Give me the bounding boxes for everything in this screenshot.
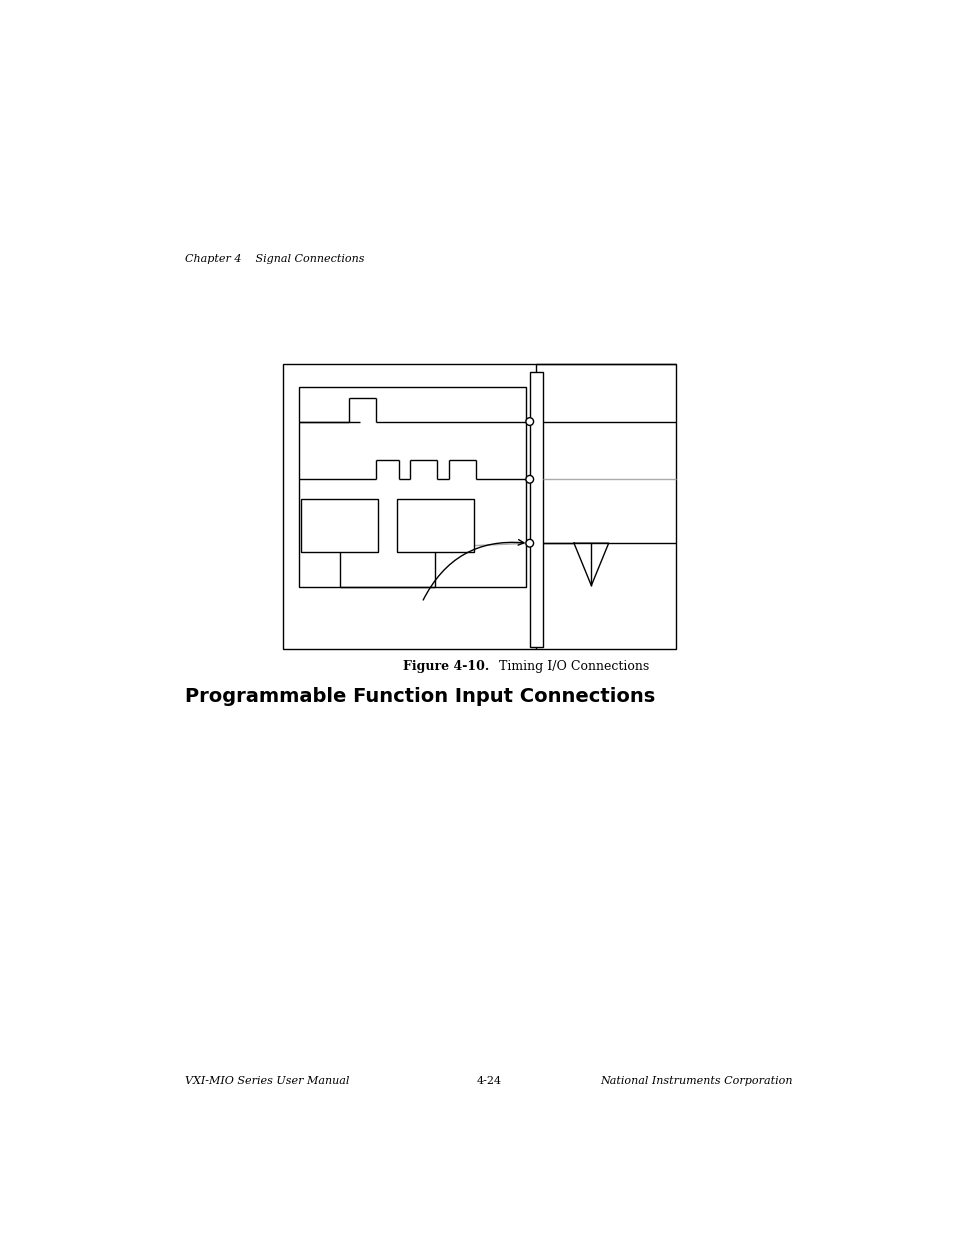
- Text: VXI-MIO Series User Manual: VXI-MIO Series User Manual: [185, 1076, 349, 1086]
- Text: Chapter 4    Signal Connections: Chapter 4 Signal Connections: [185, 254, 364, 264]
- Bar: [301, 499, 377, 552]
- Text: Timing I/O Connections: Timing I/O Connections: [491, 661, 649, 673]
- Bar: [529, 372, 542, 647]
- Bar: [283, 364, 676, 648]
- Circle shape: [525, 540, 533, 547]
- Bar: [298, 387, 525, 587]
- Text: Figure 4-10.: Figure 4-10.: [402, 661, 488, 673]
- Bar: [396, 499, 473, 552]
- Text: National Instruments Corporation: National Instruments Corporation: [600, 1076, 792, 1086]
- Circle shape: [525, 475, 533, 483]
- Text: Programmable Function Input Connections: Programmable Function Input Connections: [185, 687, 655, 706]
- Circle shape: [525, 417, 533, 425]
- Text: 4-24: 4-24: [476, 1076, 501, 1086]
